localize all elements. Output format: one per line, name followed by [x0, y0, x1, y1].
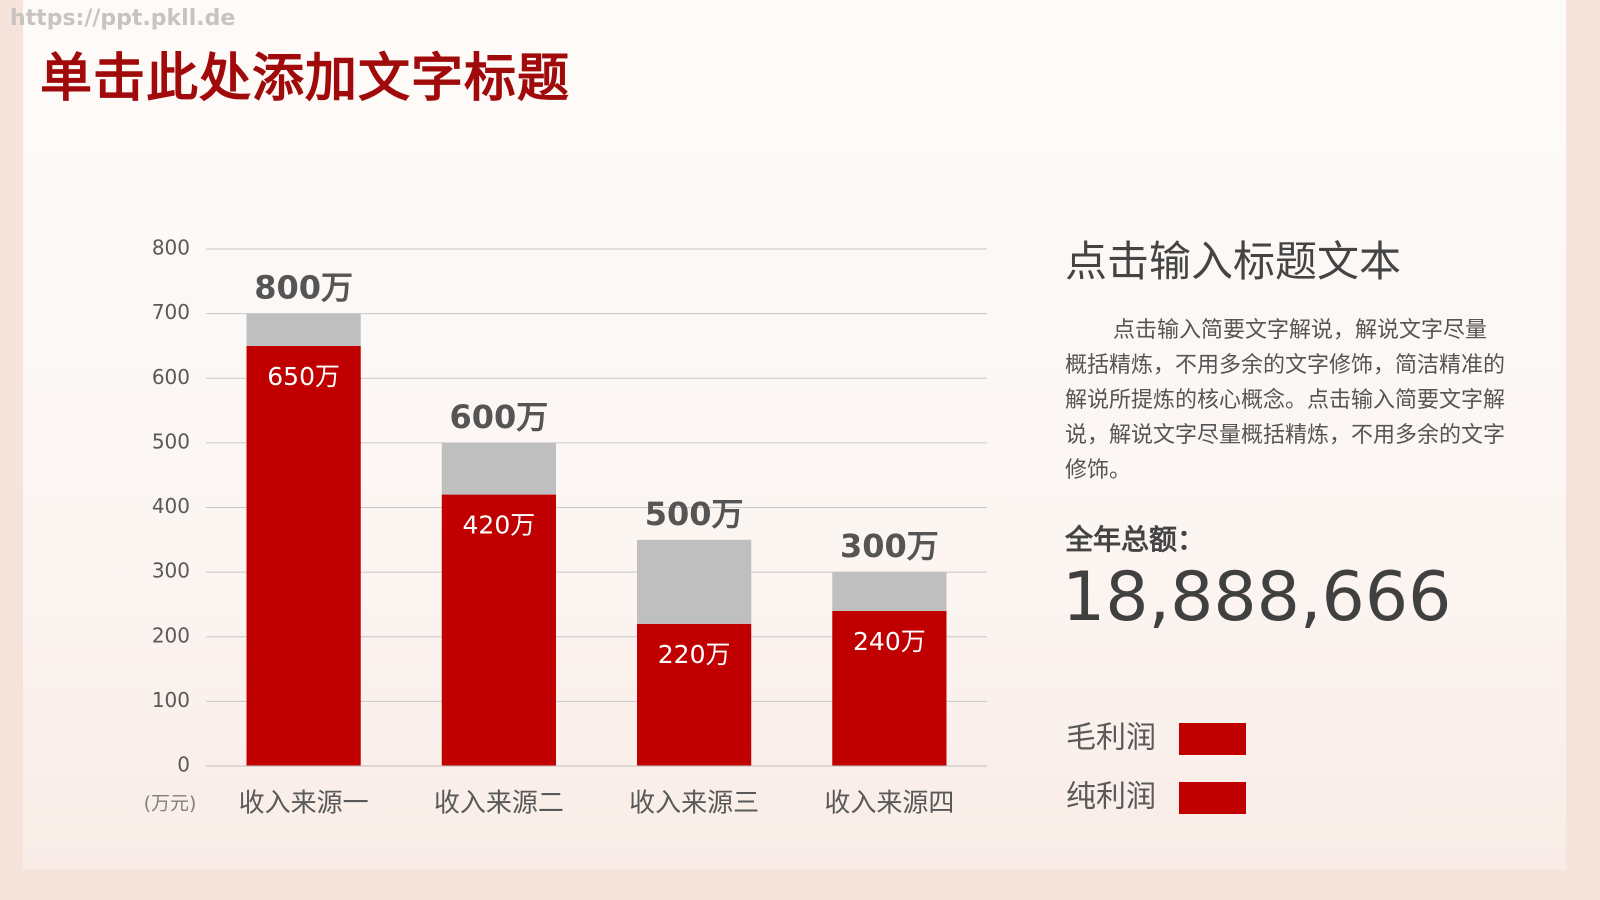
- bar-segment: [832, 572, 947, 611]
- x-tick-label: 收入来源一: [239, 789, 369, 819]
- bar-segment: [246, 313, 361, 346]
- bar-segment: [637, 539, 752, 624]
- total-value: 18,888,666: [1062, 558, 1452, 637]
- y-tick-label: 800: [152, 236, 190, 260]
- y-tick-label: 600: [152, 365, 190, 389]
- watermark: https://ppt.pkll.de: [10, 6, 236, 31]
- side-body: 点击输入简要文字解说，解说文字尽量概括精炼，不用多余的文字修饰，简洁精准的 解说…: [1065, 318, 1506, 483]
- y-tick-label: 100: [152, 688, 190, 712]
- legend-label: 纯利润: [1066, 780, 1156, 815]
- bar-annotation: 500万: [645, 495, 744, 533]
- legend-swatch: [1179, 723, 1246, 755]
- side-heading: 点击输入标题文本: [1065, 237, 1402, 286]
- total-label: 全年总额：: [1065, 523, 1206, 556]
- bar-segment: [441, 442, 556, 495]
- y-tick-label: 200: [152, 623, 190, 647]
- legend-label: 毛利润: [1066, 721, 1156, 756]
- value-label: 240万: [853, 627, 926, 656]
- y-tick-label: 300: [152, 559, 190, 583]
- bar-segment: [246, 345, 361, 766]
- page-title: 单击此处添加文字标题: [40, 49, 571, 109]
- bar-segment: [832, 610, 947, 766]
- bar-annotation: 800万: [254, 269, 353, 307]
- x-tick-label: 收入来源二: [434, 789, 564, 819]
- x-tick-label: 收入来源四: [824, 789, 954, 819]
- bar-segment: [441, 494, 556, 766]
- y-tick-label: 0: [177, 753, 190, 777]
- y-tick-label: 400: [152, 494, 190, 518]
- y-tick-label: 500: [152, 429, 190, 453]
- value-label: 220万: [658, 640, 731, 669]
- bar-annotation: 300万: [840, 527, 939, 565]
- x-tick-label: 收入来源三: [629, 789, 759, 819]
- value-label: 650万: [267, 362, 340, 391]
- bar-segment: [637, 623, 752, 766]
- value-label: 420万: [463, 511, 536, 540]
- legend-swatch: [1179, 782, 1246, 814]
- bar-annotation: 600万: [449, 398, 548, 436]
- y-tick-label: 700: [152, 300, 190, 324]
- y-axis-unit: (万元): [144, 793, 197, 815]
